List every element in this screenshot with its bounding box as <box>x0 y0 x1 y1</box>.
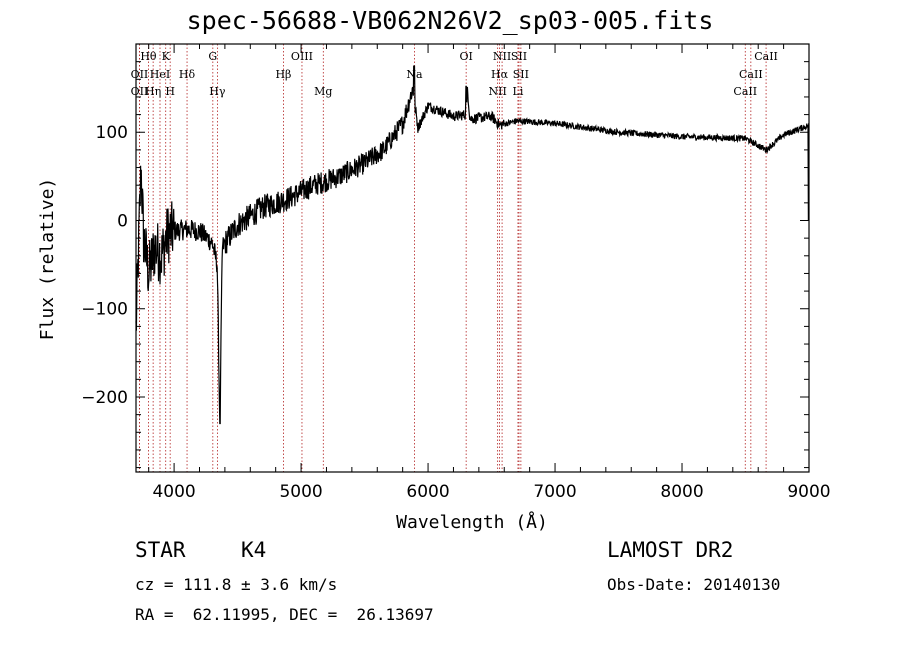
spectral-line-label: OI <box>459 50 472 63</box>
y-tick-label: 100 <box>96 123 128 143</box>
x-tick-label: 5000 <box>279 482 322 502</box>
survey-label: LAMOST DR2 <box>607 538 734 562</box>
spectral-lines-layer <box>139 44 767 472</box>
y-tick-label: 0 <box>117 211 128 231</box>
spectral-line-label: OII <box>131 85 149 98</box>
spectral-line-label: CaII <box>754 50 778 63</box>
x-tick-label: 4000 <box>152 482 195 502</box>
spectral-line-label: SII <box>511 50 527 63</box>
spectral-line-label: Hδ <box>179 68 196 81</box>
subclass-label: K4 <box>241 538 267 562</box>
x-tick-label: 6000 <box>406 482 449 502</box>
spectral-line-label: Hα <box>491 68 509 81</box>
redshift-text: cz = 111.8 ± 3.6 km/s <box>135 575 338 594</box>
x-tick-label: 7000 <box>533 482 576 502</box>
spectral-labels-layer: HθOIIOIIHηHeIKHHδGHγHβOIIIMgNaOINIINIIHα… <box>131 50 778 98</box>
spectral-line-label: HeI <box>150 68 170 81</box>
y-axis-label: Flux (relative) <box>37 178 58 341</box>
spectral-line-label: Hβ <box>275 68 291 81</box>
x-tick-label: 8000 <box>660 482 703 502</box>
spectral-line-label: OII <box>131 68 149 81</box>
class-label: STAR <box>135 538 186 562</box>
y-tick-label: −200 <box>81 388 128 408</box>
spectral-line-label: SII <box>513 68 529 81</box>
spectral-line-label: OIII <box>291 50 313 63</box>
spectrum-series <box>135 65 810 425</box>
spectral-line-label: G <box>208 50 217 63</box>
spectral-line-label: NII <box>493 50 511 63</box>
spectral-line-label: Li <box>513 85 524 98</box>
spectral-line-label: Hγ <box>209 85 226 98</box>
spectral-line-label: H <box>165 85 175 98</box>
obs-date-text: Obs-Date: 20140130 <box>607 575 781 594</box>
spectral-line-label: NII <box>488 85 506 98</box>
x-axis-label: Wavelength (Å) <box>396 511 548 533</box>
x-tick-label: 9000 <box>787 482 830 502</box>
axis-ticks-layer: 4000 5000 6000 7000 8000 9000 −200 −100 0 100 <box>81 44 831 502</box>
spectral-line-label: K <box>162 50 171 63</box>
plot-frame <box>135 43 810 473</box>
spectral-line-label: Hθ <box>140 50 157 63</box>
y-tick-label: −100 <box>81 300 128 320</box>
spectral-line-label: CaII <box>733 85 757 98</box>
spectral-line-label: Mg <box>314 85 332 98</box>
spectral-line-label: Hη <box>145 85 161 98</box>
spectral-line-label: CaII <box>739 68 763 81</box>
chart-title: spec-56688-VB062N26V2_sp03-005.fits <box>186 6 714 35</box>
radec-text: RA = 62.11995, DEC = 26.13697 <box>135 605 434 624</box>
